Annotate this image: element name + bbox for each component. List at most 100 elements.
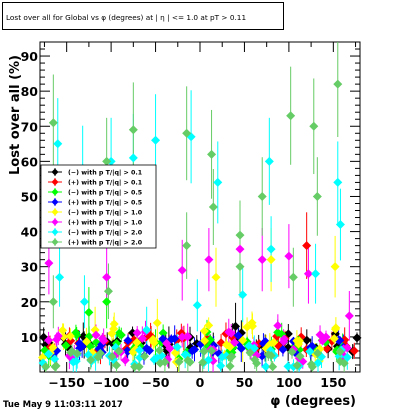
data-point (68, 357, 78, 367)
data-point (99, 336, 109, 346)
data-point (204, 320, 214, 330)
data-point (162, 338, 172, 348)
data-point (199, 326, 209, 336)
data-point (225, 361, 235, 371)
data-point (140, 351, 150, 361)
data-point (349, 346, 359, 356)
data-point-outlier (312, 191, 322, 201)
data-point (322, 344, 332, 354)
data-point (342, 352, 352, 362)
data-point (61, 340, 71, 350)
data-point (230, 337, 240, 347)
data-point (66, 348, 76, 358)
data-point-outlier (84, 307, 94, 317)
data-point-outlier (48, 118, 58, 128)
legend-label: (+) with p T/|q| > 2.0 (68, 240, 143, 248)
data-point-outlier (182, 128, 192, 138)
data-point-outlier (102, 156, 112, 166)
data-point-outlier (266, 255, 276, 265)
y-tick-label: 50 (21, 189, 39, 204)
data-point (128, 347, 138, 357)
legend-marker (51, 188, 59, 196)
data-point (339, 358, 349, 368)
footer-timestamp: Tue May 9 11:03:11 2017 (3, 400, 123, 410)
data-point (185, 357, 195, 367)
data-point (273, 321, 283, 331)
data-point (82, 337, 92, 347)
data-point-outlier (257, 191, 267, 201)
data-point (86, 355, 96, 365)
data-point (130, 362, 140, 372)
data-point-outlier (333, 79, 343, 89)
data-point-outlier (44, 258, 54, 268)
data-point (128, 328, 138, 338)
data-point (269, 338, 279, 348)
data-point (132, 328, 142, 338)
data-point (305, 347, 315, 357)
legend-label: (−) with p T/|q| > 0.1 (68, 170, 142, 178)
data-points (38, 79, 362, 372)
data-point-outlier (238, 290, 248, 300)
data-point-outlier (284, 251, 294, 261)
data-point (200, 336, 210, 346)
data-point (313, 348, 323, 358)
data-point-outlier (213, 177, 223, 187)
legend-label: (+) with p T/|q| > 1.0 (68, 220, 143, 228)
data-point-outlier (102, 272, 112, 282)
data-point (313, 358, 323, 368)
data-point (51, 361, 61, 371)
data-point (65, 331, 75, 341)
data-point-outlier (303, 269, 313, 279)
tick-labels: 10 20 30 40 50 60 70 80 90 −150 −100 −50 0 50 100 150 (21, 49, 347, 390)
data-point (160, 357, 170, 367)
data-point-outlier (192, 300, 202, 310)
data-point (142, 343, 152, 353)
data-point-outlier (264, 156, 274, 166)
data-point-outlier (142, 325, 152, 335)
data-point-outlier (177, 265, 187, 275)
data-point (41, 362, 51, 372)
data-point (199, 346, 209, 356)
data-point (261, 362, 271, 372)
data-point (109, 319, 119, 329)
data-point (107, 328, 117, 338)
data-point (216, 361, 226, 371)
data-point (335, 347, 345, 357)
x-tick-label: −50 (142, 375, 170, 390)
data-point (227, 352, 237, 362)
legend-label: (−) with p T/|q| > 2.0 (68, 230, 143, 238)
data-point-outlier (103, 286, 113, 296)
legend-label: (+) with p T/|q| > 0.1 (68, 180, 142, 188)
data-point-outlier (204, 255, 214, 265)
legend-label: (+) with p T/|q| > 0.5 (68, 200, 142, 208)
data-point (132, 337, 142, 347)
data-point (278, 344, 288, 354)
data-point (112, 360, 122, 370)
data-point-outlier (288, 272, 298, 282)
data-point (137, 333, 147, 343)
y-tick-label: 70 (21, 119, 39, 134)
data-point (123, 336, 133, 346)
y-tick-label: 80 (21, 84, 39, 99)
data-point (172, 342, 182, 352)
data-point (279, 334, 289, 344)
data-point (48, 343, 58, 353)
data-point (148, 336, 158, 346)
data-point (233, 331, 243, 341)
y-axis-label: Lost over all (%) (8, 55, 23, 175)
x-tick-label: 100 (276, 375, 302, 390)
data-point (72, 330, 82, 340)
legend-marker (51, 228, 59, 236)
data-point (189, 344, 199, 354)
data-point-outlier (211, 272, 221, 282)
data-point (257, 351, 267, 361)
data-point-outlier (311, 269, 321, 279)
data-point (329, 334, 339, 344)
data-point (247, 318, 257, 328)
data-point (244, 341, 254, 351)
data-point (250, 355, 260, 365)
data-point (174, 357, 184, 367)
y-tick-label: 90 (21, 49, 39, 64)
data-point (50, 354, 60, 364)
